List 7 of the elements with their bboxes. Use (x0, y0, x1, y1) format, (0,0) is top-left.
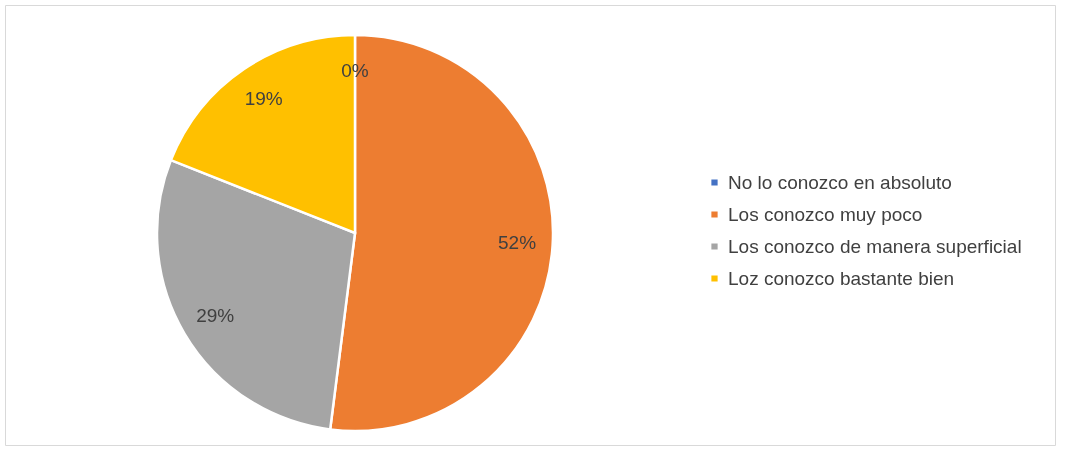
data-label: 52% (498, 232, 537, 254)
data-label: 29% (196, 304, 235, 326)
legend-label: Los conozco de manera superficial (728, 235, 1022, 257)
legend-label: Los conozco muy poco (728, 203, 923, 225)
legend-label: No lo conozco en absoluto (728, 171, 952, 193)
legend-label: Loz conozco bastante bien (728, 267, 955, 289)
data-label: 19% (244, 87, 283, 109)
